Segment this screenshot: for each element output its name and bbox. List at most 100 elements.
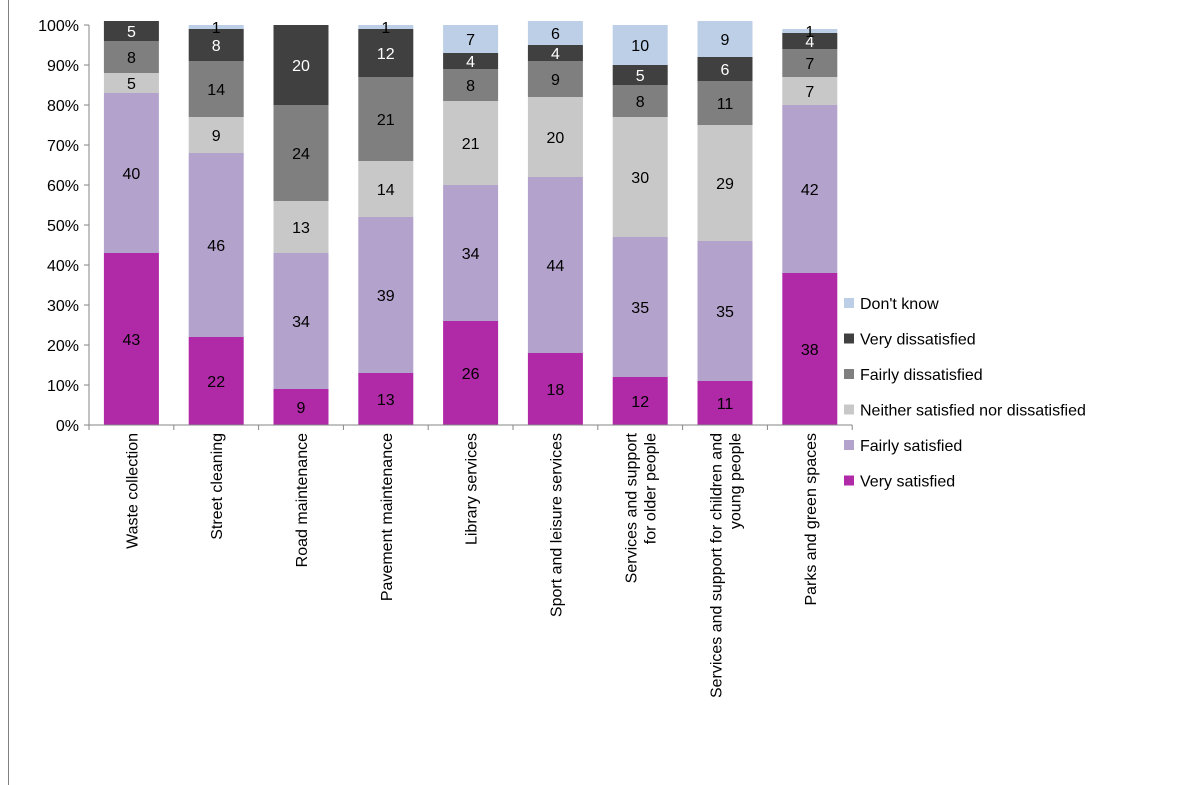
- data-label: 12: [377, 46, 395, 63]
- data-label: 6: [721, 62, 730, 79]
- stacked-bar-chart: 0% 10% 20% 30% 40% 50% 60% 70% 80% 90% 100% 43 40 5 8…: [38, 18, 1086, 698]
- data-label: 38: [801, 342, 819, 359]
- bar-segment: [103, 93, 159, 253]
- data-label: 7: [466, 32, 475, 49]
- category-label: Street cleaning: [209, 433, 226, 540]
- category-label: Services and support: [624, 432, 641, 583]
- legend-swatch: [844, 440, 854, 450]
- bar-segment: [358, 161, 414, 217]
- bar-segment: [358, 217, 414, 373]
- data-label: 4: [551, 46, 560, 63]
- category-label: for older people: [643, 433, 660, 544]
- data-label: 1: [212, 20, 221, 37]
- data-label: 21: [462, 136, 480, 153]
- bar-segment: [782, 77, 838, 105]
- bar-segment: [188, 337, 244, 425]
- bar-segment: [612, 377, 668, 425]
- legend-swatch: [844, 298, 854, 308]
- bar-segment: [697, 381, 753, 425]
- data-label: 34: [292, 314, 310, 331]
- category-label: Library services: [464, 433, 481, 545]
- bar-segment: [103, 21, 159, 41]
- data-label: 34: [462, 246, 480, 263]
- bar-segment: [103, 41, 159, 73]
- x-axis: Waste collection Street cleaning Road main…: [88, 424, 853, 698]
- data-label: 9: [212, 128, 221, 145]
- bar-segment: [358, 77, 414, 161]
- data-label: 9: [551, 72, 560, 89]
- legend-swatch: [844, 333, 854, 344]
- legend-label: Fairly satisfied: [860, 438, 962, 455]
- bar-segment: [273, 25, 329, 105]
- bar-segment: [443, 185, 499, 321]
- y-tick-label: 90%: [47, 58, 79, 75]
- data-label: 7: [805, 84, 814, 101]
- data-label: 7: [805, 56, 814, 73]
- data-label: 21: [377, 112, 395, 129]
- data-label: 40: [123, 166, 141, 183]
- bar-segment: [527, 45, 583, 61]
- bar-segment: [188, 29, 244, 61]
- bar-segment: [443, 53, 499, 69]
- category-label: Road maintenance: [294, 433, 311, 567]
- data-label: 6: [551, 26, 560, 43]
- data-label: 14: [207, 82, 225, 99]
- y-tick-label: 80%: [47, 98, 79, 115]
- data-label: 4: [805, 34, 814, 51]
- data-label: 11: [717, 96, 734, 113]
- data-label: 9: [721, 32, 730, 49]
- y-tick-label: 0%: [56, 418, 79, 435]
- data-label: 46: [207, 238, 225, 255]
- category-label: Waste collection: [124, 433, 141, 549]
- data-label: 14: [377, 182, 395, 199]
- category-label: Services and support for children and: [709, 433, 726, 698]
- category-label: Pavement maintenance: [379, 433, 396, 601]
- category-label: young people: [728, 433, 745, 529]
- data-label: 44: [547, 258, 565, 275]
- data-label: 26: [462, 366, 480, 383]
- y-tick-label: 30%: [47, 298, 79, 315]
- data-label: 13: [292, 220, 310, 237]
- bar-segment: [358, 25, 414, 29]
- bar-segment: [697, 57, 753, 81]
- bar-segment: [612, 117, 668, 237]
- y-tick-label: 50%: [47, 218, 79, 235]
- data-label: 11: [717, 396, 734, 413]
- y-tick-label: 10%: [47, 378, 79, 395]
- bar-segment: [697, 81, 753, 125]
- legend-swatch: [844, 404, 854, 415]
- bar-segment: [188, 61, 244, 117]
- bar-segment: [697, 21, 753, 57]
- bar-segment: [443, 25, 499, 53]
- data-label: 1: [805, 24, 814, 41]
- data-label: 10: [631, 38, 649, 55]
- data-label: 5: [127, 76, 136, 93]
- data-label: 39: [377, 288, 395, 305]
- bar-segment: [697, 241, 753, 381]
- data-label: 5: [636, 68, 645, 85]
- bar-segment: [612, 25, 668, 65]
- bar-segment: [697, 125, 753, 241]
- data-label: 29: [716, 176, 734, 193]
- bar-segment: [782, 273, 838, 425]
- data-label: 9: [297, 400, 306, 417]
- bar-segment: [612, 85, 668, 117]
- legend: Don't know Very dissatisfied Fairly dissat…: [844, 296, 1086, 491]
- bar-segment: [782, 49, 838, 77]
- y-tick-label: 70%: [47, 138, 79, 155]
- legend-label: Don't know: [860, 296, 939, 313]
- data-label: 5: [127, 24, 136, 41]
- legend-label: Fairly dissatisfied: [860, 367, 983, 384]
- legend-label: Very satisfied: [860, 474, 955, 491]
- data-label: 20: [292, 58, 310, 75]
- bar-segment: [358, 29, 414, 77]
- chart-frame: 0% 10% 20% 30% 40% 50% 60% 70% 80% 90% 100% 43 40 5 8…: [8, 0, 1202, 785]
- bar-segment: [612, 65, 668, 85]
- data-label: 43: [123, 332, 141, 349]
- data-label: 20: [547, 130, 565, 147]
- y-axis: 0% 10% 20% 30% 40% 50% 60% 70% 80% 90% 100%: [38, 18, 90, 435]
- bar-segment: [527, 177, 583, 353]
- y-tick-label: 20%: [47, 338, 79, 355]
- bar-segment: [273, 253, 329, 389]
- bar-segment: [103, 253, 159, 425]
